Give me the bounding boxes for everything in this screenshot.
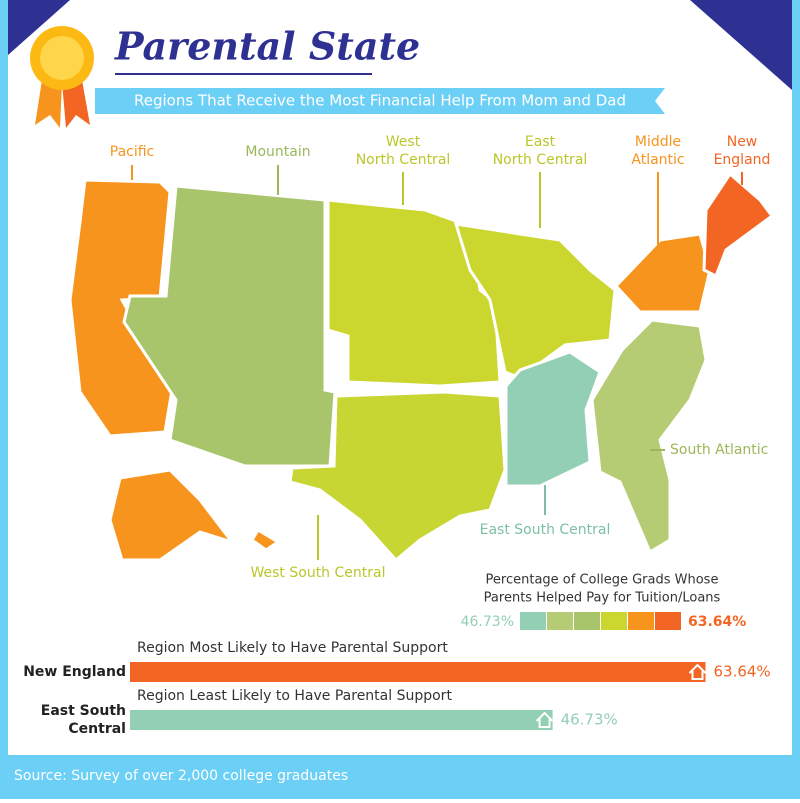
- region-shape: [288, 390, 507, 563]
- bar-caption: Region Most Likely to Have Parental Supp…: [137, 640, 448, 656]
- comparison: Region Most Likely to Have Parental Supp…: [23, 640, 771, 737]
- title: Parental State: [114, 24, 420, 69]
- bar: [130, 710, 553, 730]
- region-label: Middle: [635, 134, 681, 150]
- region-label: East: [525, 134, 556, 150]
- region-shape: [702, 171, 775, 279]
- region-shape: [68, 178, 174, 438]
- source: Source: Survey of over 2,000 college gra…: [14, 768, 348, 784]
- house-icon: [535, 711, 554, 728]
- house-icon: [688, 663, 707, 680]
- region-label: West: [386, 134, 421, 150]
- region-shape: [590, 318, 708, 555]
- region-shape: [250, 527, 281, 552]
- legend-max: 63.64%: [688, 614, 746, 630]
- legend-swatch: [655, 612, 681, 630]
- region-label: Pacific: [110, 144, 155, 160]
- corner: [8, 0, 70, 55]
- bar-region: East South: [41, 703, 126, 719]
- legend-min: 46.73%: [461, 614, 514, 630]
- region-label: East South Central: [480, 522, 611, 538]
- region-shape: [453, 222, 617, 380]
- bar-region: Central: [68, 721, 126, 737]
- bar-value: 63.64%: [713, 663, 770, 681]
- badge: [30, 26, 94, 128]
- region-label: New: [727, 134, 758, 150]
- region-shape: [122, 184, 337, 468]
- legend-title: Parents Helped Pay for Tuition/Loans: [484, 591, 721, 606]
- region-label: West South Central: [251, 565, 386, 581]
- bar-region: New England: [23, 664, 126, 680]
- region-shape: [326, 198, 502, 388]
- subtitle-band: [95, 88, 665, 114]
- region-label: England: [714, 152, 771, 168]
- map: Pacific Mountain West North Central East Nort…: [68, 134, 775, 581]
- legend-swatch: [628, 612, 654, 630]
- legend-swatch: [520, 612, 546, 630]
- legend-swatch: [574, 612, 600, 630]
- legend-swatch: [601, 612, 627, 630]
- legend: Percentage of College Grads Whose Parents…: [461, 573, 746, 630]
- region-label: Atlantic: [631, 152, 684, 168]
- bar: [130, 662, 706, 682]
- region-shape: [504, 350, 602, 488]
- corner: [690, 0, 792, 90]
- region-label: North Central: [356, 152, 451, 168]
- region-label: North Central: [493, 152, 588, 168]
- subtitle: Regions That Receive the Most Financial …: [134, 92, 626, 110]
- bar-value: 46.73%: [561, 711, 618, 729]
- region-shape: [108, 468, 237, 562]
- region-label: Mountain: [245, 144, 310, 160]
- legend-swatch: [547, 612, 573, 630]
- bar-caption: Region Least Likely to Have Parental Sup…: [137, 688, 452, 704]
- legend-title: Percentage of College Grads Whose: [486, 573, 719, 588]
- region-label: South Atlantic: [670, 442, 768, 458]
